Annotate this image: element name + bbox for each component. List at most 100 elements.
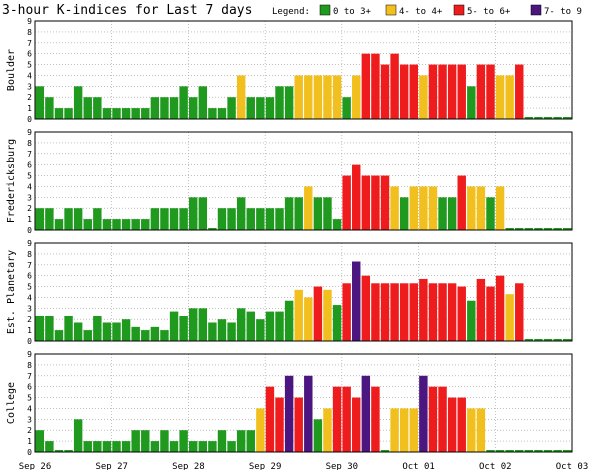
panel-frame [34, 131, 573, 231]
k-index-bar [227, 97, 236, 119]
legend-swatch-3 [530, 4, 542, 16]
legend-label-2: 5- to 6+ [467, 7, 511, 17]
k-index-bar [83, 97, 92, 119]
k-index-bar [361, 375, 371, 452]
k-index-bar [323, 408, 332, 452]
k-index-bar [169, 311, 179, 341]
y-tick-label: 5 [27, 61, 32, 70]
k-index-bar [505, 75, 514, 119]
k-index-bar [246, 430, 255, 452]
k-index-bar [543, 450, 553, 452]
k-index-bar [332, 219, 342, 230]
k-index-bar [352, 261, 361, 341]
k-index-bar [64, 450, 73, 452]
k-index-bar [553, 228, 562, 230]
k-index-bar [438, 283, 447, 341]
y-tick-label: 8 [27, 139, 32, 148]
k-index-bar [380, 450, 390, 452]
k-index-bar [208, 322, 217, 341]
k-index-bar [323, 197, 332, 230]
x-tick-label: Oct 03 [556, 462, 589, 470]
k-index-bar [141, 108, 150, 119]
y-tick-label: 8 [27, 28, 32, 37]
y-tick-label: 4 [27, 182, 32, 191]
k-index-bar [160, 208, 169, 230]
k-index-bar [495, 75, 505, 119]
station-label: Boulder [6, 49, 17, 91]
y-tick-label: 3 [27, 415, 32, 424]
k-index-bar [294, 397, 303, 452]
k-index-bar [179, 430, 188, 452]
k-index-bar [169, 208, 179, 230]
k-index-bar [428, 386, 438, 452]
k-index-bar [112, 108, 121, 119]
k-index-bar [54, 219, 64, 230]
k-index-bar [45, 315, 54, 341]
k-index-bar [121, 319, 131, 341]
k-index-bar [534, 228, 543, 230]
k-index-bar [313, 286, 323, 341]
k-index-bar [265, 386, 275, 452]
k-index-bar [227, 441, 236, 452]
k-index-bar [438, 64, 447, 119]
k-index-bar [35, 208, 45, 230]
y-tick-label: 4 [27, 71, 32, 80]
k-index-bar [294, 197, 303, 230]
k-index-bar [428, 64, 438, 119]
y-tick-label: 6 [27, 272, 32, 281]
k-index-bar [304, 297, 313, 341]
k-index-bar [35, 315, 45, 341]
k-index-bar [409, 408, 418, 452]
panel-background [35, 354, 572, 452]
k-index-bar [476, 64, 486, 119]
k-index-bar [189, 97, 198, 119]
k-index-bar [428, 283, 438, 341]
x-tick-label: Oct 01 [402, 462, 435, 470]
k-index-bar [419, 75, 428, 119]
k-index-bar [54, 450, 64, 452]
k-index-bar [342, 97, 351, 119]
k-index-bar [131, 219, 140, 230]
y-tick-label: 9 [27, 17, 32, 26]
k-index-bar [553, 450, 562, 452]
k-index-bar [524, 228, 534, 230]
k-index-bar [169, 441, 179, 452]
k-index-bar [45, 208, 54, 230]
y-tick-label: 6 [27, 50, 32, 59]
k-index-bar [457, 397, 466, 452]
k-index-bar [198, 197, 208, 230]
k-index-bar [409, 186, 418, 230]
k-index-bar [380, 283, 390, 341]
k-index-bar [284, 197, 294, 230]
k-index-bar [534, 450, 543, 452]
k-index-bar [486, 197, 495, 230]
k-index-bar [304, 75, 313, 119]
k-index-bar [179, 86, 188, 119]
k-index-bar [64, 108, 73, 119]
x-tick-label: Sep 26 [19, 462, 52, 470]
k-index-bar [93, 441, 102, 452]
y-tick-label: 0 [27, 226, 32, 235]
y-tick-label: 5 [27, 172, 32, 181]
k-index-bar [409, 64, 418, 119]
y-tick-label: 2 [27, 315, 32, 324]
k-index-bar [447, 397, 457, 452]
legend-swatch-1 [385, 4, 397, 16]
k-index-bar [227, 322, 236, 341]
legend-label-3: 7- to 9 [544, 7, 582, 17]
k-index-bar [112, 441, 121, 452]
k-index-bar [419, 375, 428, 452]
x-tick-label: Sep 29 [249, 462, 282, 470]
station-panel-0: 0 1 2 3 45 6 7 8 9 Boulder [6, 17, 573, 124]
y-tick-label: 5 [27, 394, 32, 403]
k-index-bar [121, 219, 131, 230]
k-index-bar [476, 278, 486, 341]
y-tick-label: 3 [27, 304, 32, 313]
k-index-bar [505, 294, 514, 341]
k-index-bar [495, 275, 505, 341]
k-index-bar [399, 408, 409, 452]
k-index-bar [371, 386, 380, 452]
k-index-bar [256, 208, 265, 230]
